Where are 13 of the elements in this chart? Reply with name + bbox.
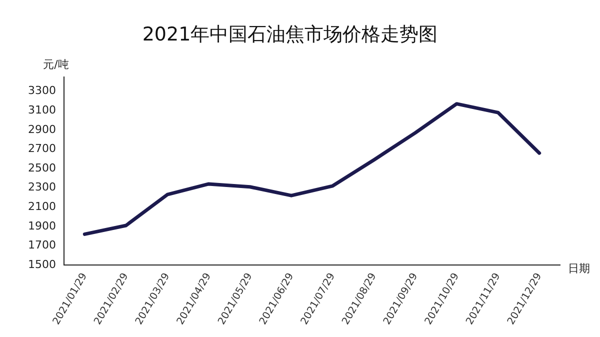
y-tick-label: 1900 (28, 219, 56, 232)
chart-title: 2021年中国石油焦市场价格走势图 (142, 23, 438, 46)
y-tick-label: 3100 (28, 103, 56, 116)
y-axis-title: 元/吨 (43, 58, 69, 72)
y-tick-label: 1500 (28, 258, 56, 271)
y-tick-label: 2700 (28, 142, 56, 156)
y-tick-label: 2900 (28, 122, 56, 136)
y-tick-label: 3300 (28, 84, 56, 98)
y-tick-label: 2500 (28, 161, 56, 174)
y-tick-label: 1700 (28, 238, 56, 252)
y-tick-label: 2300 (28, 180, 56, 194)
x-axis-title: 日期 (568, 262, 590, 275)
y-tick-label: 2100 (28, 200, 56, 214)
